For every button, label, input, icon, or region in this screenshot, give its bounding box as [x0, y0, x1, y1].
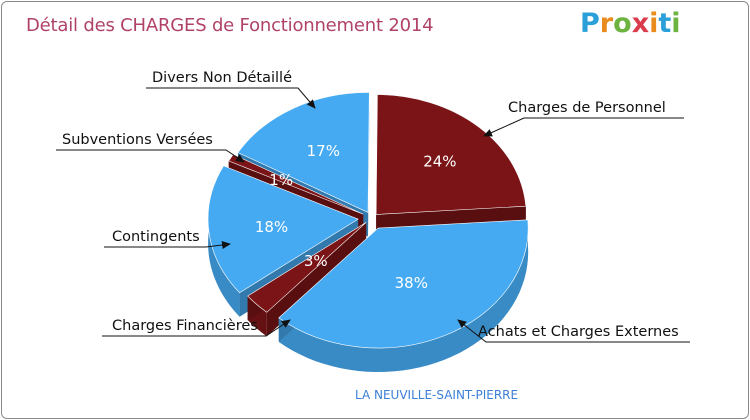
percent-label: 24%: [423, 152, 456, 170]
callout-line: [457, 319, 690, 343]
pie-slice[interactable]: [237, 92, 370, 213]
proxiti-logo[interactable]: Proxiti: [580, 8, 681, 39]
pie-tops: [207, 92, 529, 349]
slice-label: Subventions Versées: [62, 132, 213, 148]
callout-line: [483, 117, 684, 137]
percent-labels: 24% 38% 3% 18% 1% 17%: [255, 142, 457, 292]
callout-line: [102, 319, 291, 337]
percent-label: 1%: [269, 171, 293, 189]
percent-label: 38%: [395, 274, 428, 292]
logo-letter: o: [613, 8, 632, 39]
logo-letter: i: [671, 8, 681, 39]
pie-slice[interactable]: [247, 222, 367, 313]
slice-label: Contingents: [112, 229, 200, 245]
callout-line: [56, 149, 245, 163]
callout-line: [104, 241, 231, 249]
slice-label: Charges Financières: [112, 318, 258, 334]
commune-name[interactable]: LA NEUVILLE-SAINT-PIERRE: [355, 388, 519, 402]
callouts: Charges de Personnel Achats et Charges Ex…: [56, 70, 690, 343]
logo-letter: t: [658, 8, 672, 39]
logo-letter: P: [580, 8, 600, 39]
slice-label: Divers Non Détaillé: [152, 70, 292, 86]
chart-title: Détail des CHARGES de Fonctionnement 201…: [26, 15, 434, 36]
slice-label: Charges de Personnel: [508, 100, 666, 116]
percent-label: 17%: [307, 142, 340, 160]
slice-label: Achats et Charges Externes: [478, 324, 679, 340]
pie-slice[interactable]: [375, 94, 527, 215]
logo-letter: x: [631, 8, 650, 39]
pie-slice[interactable]: [278, 219, 529, 349]
logo-letter: r: [599, 8, 614, 39]
percent-label: 18%: [255, 218, 288, 236]
logo-letter: i: [649, 8, 659, 39]
percent-label: 3%: [304, 252, 328, 270]
callout-line: [146, 87, 316, 109]
pie-slice[interactable]: [207, 165, 359, 294]
